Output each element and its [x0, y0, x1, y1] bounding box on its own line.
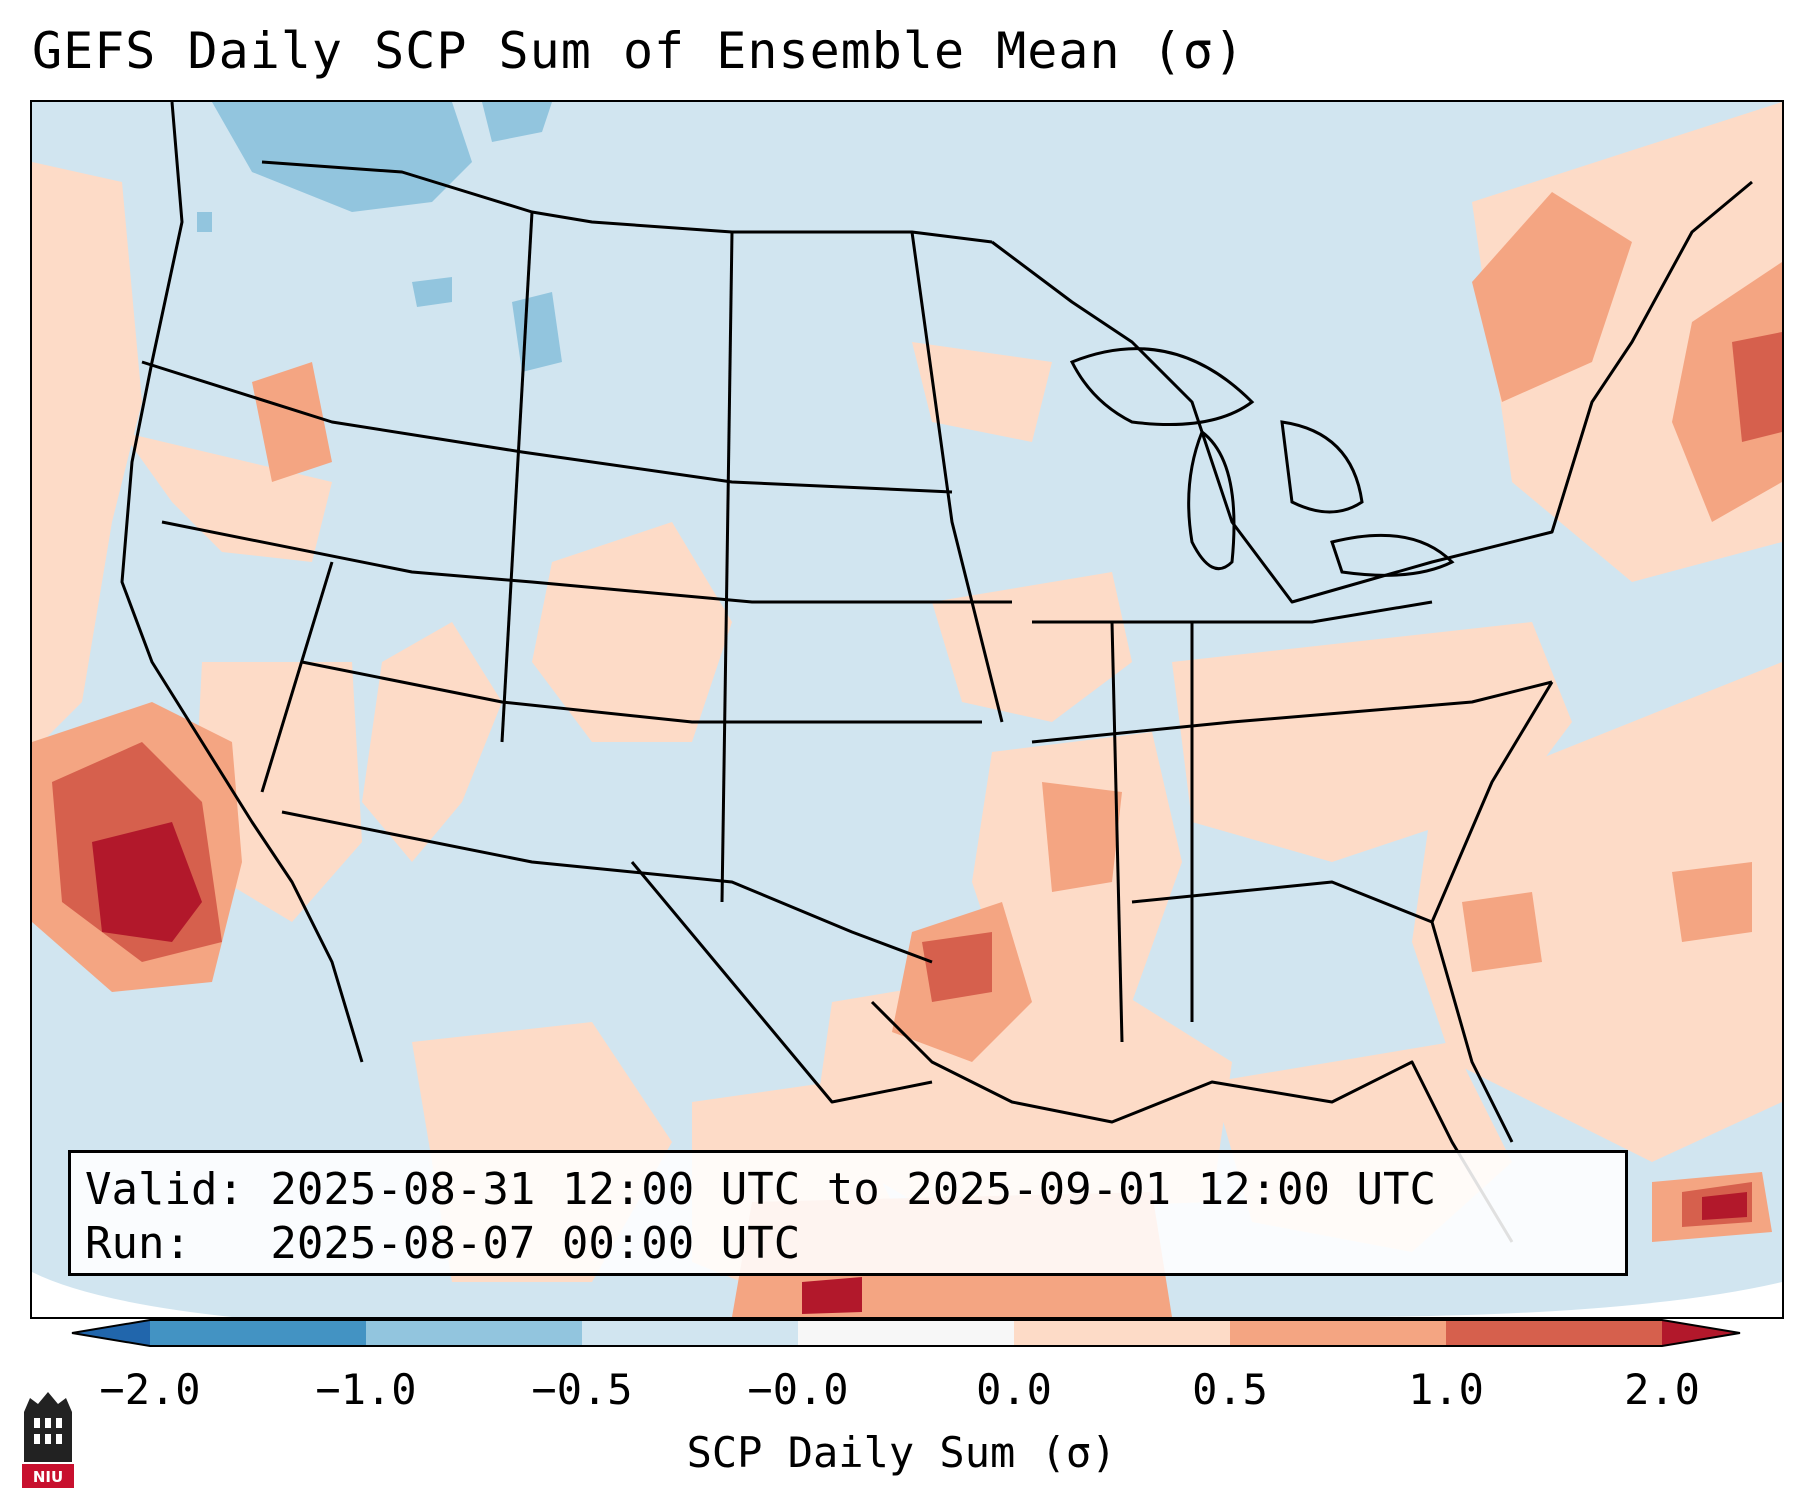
great-lakes: [1069, 347, 1455, 577]
colorbar-segment: [1230, 1320, 1446, 1346]
map-title: GEFS Daily SCP Sum of Ensemble Mean (σ): [32, 22, 1245, 80]
valid-run-info-box: Valid: 2025-08-31 12:00 UTC to 2025-09-0…: [68, 1150, 1628, 1276]
colorbar-tick-label: −1.0: [315, 1365, 417, 1414]
colorbar-tick-label: −0.5: [531, 1365, 633, 1414]
valid-time-text: Valid: 2025-08-31 12:00 UTC to 2025-09-0…: [85, 1164, 1437, 1215]
colorbar-tick-label: 0.5: [1192, 1365, 1268, 1414]
colorbar-extend-low: [72, 1320, 150, 1346]
colorbar-segment: [582, 1320, 798, 1346]
logo-text: NIU: [33, 1468, 63, 1486]
colorbar-tick-label: −0.0: [747, 1365, 849, 1414]
colorbar-outline: [71, 1319, 1741, 1347]
warm-anomaly-extreme: [92, 822, 1747, 1314]
colorbar-tick-label: −2.0: [99, 1365, 201, 1414]
colorbar-segment: [150, 1320, 366, 1346]
projection-edge: [32, 1272, 1782, 1317]
run-time-text: Run: 2025-08-07 00:00 UTC: [85, 1218, 801, 1269]
colorbar-segment: [1446, 1320, 1662, 1346]
map-panel: [30, 100, 1784, 1319]
colorbar-segment: [366, 1320, 582, 1346]
colorbar-tick-label: 0.0: [976, 1365, 1052, 1414]
colorbar-tick-label: 1.0: [1408, 1365, 1484, 1414]
colorbar-segment: [1014, 1320, 1230, 1346]
colorbar-segment: [798, 1320, 1014, 1346]
boundaries: [120, 102, 1753, 1243]
colorbar: [71, 1319, 1741, 1347]
colorbar-label: SCP Daily Sum (σ): [686, 1428, 1117, 1477]
map-canvas: [32, 102, 1782, 1317]
colorbar-extend-high: [1662, 1320, 1740, 1346]
colorbar-tick-label: 2.0: [1624, 1365, 1700, 1414]
niu-logo: NIU: [22, 1392, 74, 1488]
